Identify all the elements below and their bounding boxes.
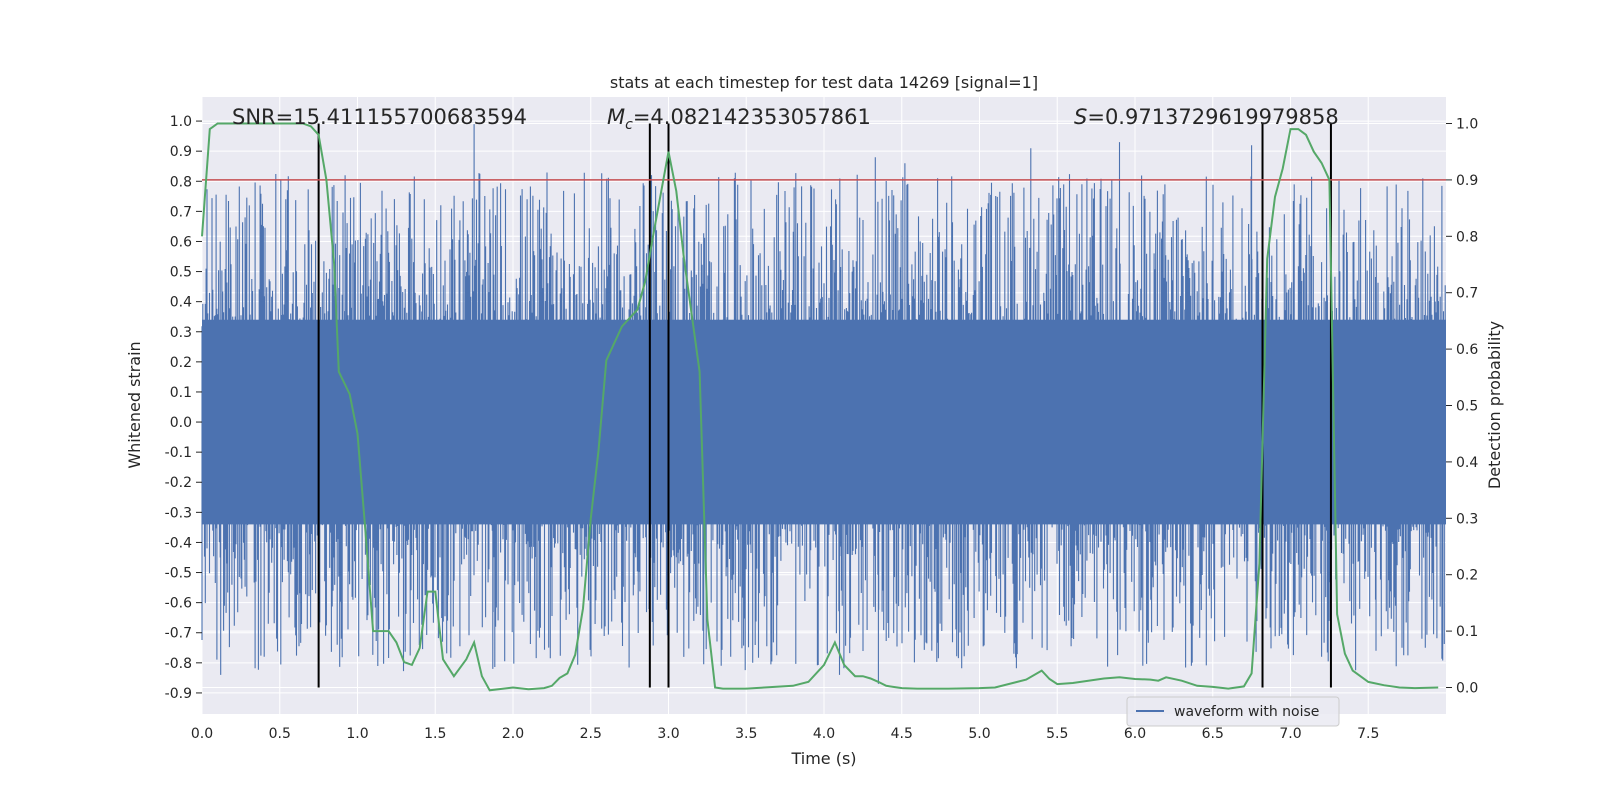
legend-label: waveform with noise bbox=[1174, 704, 1319, 720]
y-axis-label: Whitened strain bbox=[125, 341, 144, 468]
y2-tick-label: 0.2 bbox=[1456, 568, 1478, 584]
score-annotation: S=0.9713729619979858 bbox=[1074, 105, 1339, 129]
strain-core-band bbox=[202, 319, 1446, 525]
y-tick-label: -0.3 bbox=[165, 505, 192, 521]
y-tick-label: 0.7 bbox=[170, 204, 192, 220]
y2-tick-label: 1.0 bbox=[1456, 117, 1478, 133]
x-tick-label: 7.0 bbox=[1279, 726, 1301, 742]
x-tick-label: 1.0 bbox=[346, 726, 368, 742]
x-tick-label: 2.0 bbox=[502, 726, 524, 742]
y-tick-label: -0.7 bbox=[165, 626, 192, 642]
y-tick-label: 0.2 bbox=[170, 355, 192, 371]
y-tick-label: 0.5 bbox=[170, 265, 192, 281]
y-axis-ticks: 1.0 0.9 0.8 0.7 0.6 0.5 0.4 0.3 0.2 0.1 0.0 -0.1 -0.… bbox=[165, 114, 202, 702]
y-tick-label: 0.0 bbox=[170, 415, 192, 431]
snr-annotation: SNR=15.411155700683594 bbox=[232, 105, 527, 129]
score-symbol: S bbox=[1074, 105, 1087, 129]
y2-tick-label: 0.7 bbox=[1456, 286, 1478, 302]
y-tick-label: -0.9 bbox=[165, 686, 192, 702]
chirp-mass-value: =4.082142353057861 bbox=[633, 105, 871, 129]
y2-tick-label: 0.1 bbox=[1456, 624, 1478, 640]
x-tick-label: 4.5 bbox=[891, 726, 913, 742]
y-tick-label: -0.5 bbox=[165, 566, 192, 582]
x-tick-label: 7.5 bbox=[1357, 726, 1379, 742]
strain-series bbox=[201, 124, 1446, 684]
x-tick-label: 2.5 bbox=[580, 726, 602, 742]
x-axis-ticks: 0.0 0.5 1.0 1.5 2.0 2.5 3.0 3.5 4.0 4.5 5.0 5.5 6.0 6… bbox=[191, 726, 1380, 742]
x-tick-label: 5.5 bbox=[1046, 726, 1068, 742]
y2-axis-ticks: 1.0 0.9 0.8 0.7 0.6 0.5 0.4 0.3 0.2 0.1 0.0 bbox=[1446, 117, 1478, 696]
y2-tick-label: 0.0 bbox=[1456, 680, 1478, 696]
x-tick-label: 1.5 bbox=[424, 726, 446, 742]
x-tick-label: 3.0 bbox=[657, 726, 679, 742]
y-tick-label: 0.3 bbox=[170, 325, 192, 341]
x-tick-label: 0.0 bbox=[191, 726, 213, 742]
x-axis-label: Time (s) bbox=[790, 749, 856, 768]
y-tick-label: -0.8 bbox=[165, 656, 192, 672]
y-tick-label: -0.6 bbox=[165, 596, 192, 612]
y2-axis-label: Detection probability bbox=[1485, 321, 1504, 489]
y-tick-label: 0.6 bbox=[170, 234, 192, 250]
y2-tick-label: 0.6 bbox=[1456, 342, 1478, 358]
x-tick-label: 6.0 bbox=[1124, 726, 1146, 742]
y-tick-label: 1.0 bbox=[170, 114, 192, 130]
x-tick-label: 6.5 bbox=[1202, 726, 1224, 742]
y2-tick-label: 0.8 bbox=[1456, 229, 1478, 245]
y2-tick-label: 0.3 bbox=[1456, 511, 1478, 527]
y-tick-label: -0.1 bbox=[165, 445, 192, 461]
x-tick-label: 0.5 bbox=[269, 726, 291, 742]
x-tick-label: 5.0 bbox=[968, 726, 990, 742]
chirp-mass-annotation: Mc=4.082142353057861 bbox=[607, 105, 871, 133]
y2-tick-label: 0.4 bbox=[1456, 455, 1478, 471]
y2-tick-label: 0.5 bbox=[1456, 399, 1478, 415]
y-tick-label: 0.8 bbox=[170, 174, 192, 190]
x-tick-label: 3.5 bbox=[735, 726, 757, 742]
y2-tick-label: 0.9 bbox=[1456, 173, 1478, 189]
legend-box bbox=[1126, 696, 1340, 727]
chirp-mass-symbol: M bbox=[607, 105, 625, 129]
chirp-mass-subscript: c bbox=[625, 117, 633, 133]
y-tick-label: -0.4 bbox=[165, 535, 192, 551]
score-value: =0.9713729619979858 bbox=[1087, 105, 1338, 129]
y-tick-label: 0.1 bbox=[170, 385, 192, 401]
y-tick-label: 0.9 bbox=[170, 144, 192, 160]
chart-title: stats at each timestep for test data 142… bbox=[610, 73, 1038, 92]
y-tick-label: -0.2 bbox=[165, 475, 192, 491]
probability-series-line bbox=[201, 122, 1439, 692]
y-tick-label: 0.4 bbox=[170, 295, 192, 311]
legend: waveform with noise bbox=[1126, 696, 1340, 727]
x-tick-label: 4.0 bbox=[813, 726, 835, 742]
